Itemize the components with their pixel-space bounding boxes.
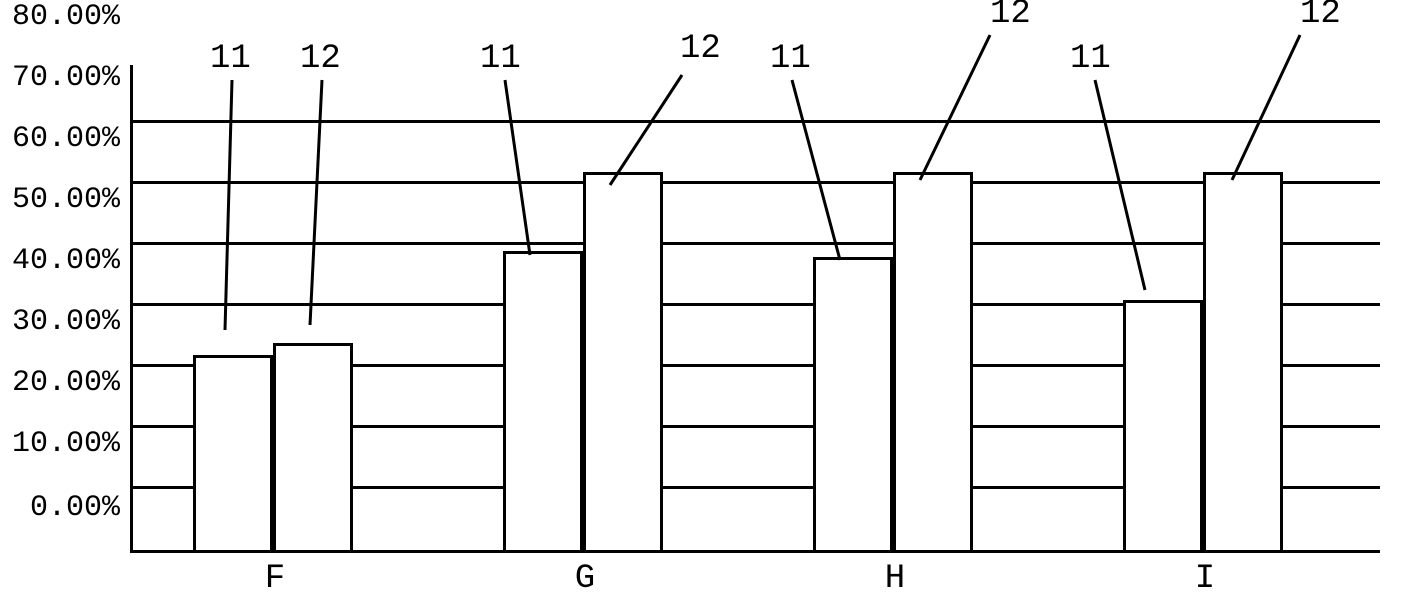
bar-g-11 bbox=[503, 251, 583, 550]
y-tick-label: 80.00% bbox=[0, 0, 120, 34]
bar-annotation: 12 bbox=[300, 40, 341, 78]
bar-annotation: 11 bbox=[480, 40, 521, 78]
bar-f-12 bbox=[273, 343, 353, 550]
y-tick-label: 50.00% bbox=[0, 183, 120, 217]
bar-annotation: 11 bbox=[770, 40, 811, 78]
bar-annotation: 12 bbox=[1300, 0, 1341, 33]
bar-f-11 bbox=[193, 355, 273, 550]
gridline bbox=[133, 181, 1380, 184]
x-tick-label: H bbox=[875, 560, 915, 598]
bar-i-12 bbox=[1203, 172, 1283, 550]
bar-chart: 80.00% 70.00% 60.00% 50.00% 40.00% 30.00… bbox=[0, 0, 1402, 611]
y-tick-label: 60.00% bbox=[0, 122, 120, 156]
bar-i-11 bbox=[1123, 300, 1203, 550]
bar-h-11 bbox=[813, 257, 893, 550]
bar-annotation: 11 bbox=[1070, 40, 1111, 78]
x-tick-label: F bbox=[255, 560, 295, 598]
y-tick-label: 40.00% bbox=[0, 244, 120, 278]
y-tick-label: 0.00% bbox=[0, 491, 120, 525]
x-tick-label: G bbox=[565, 560, 605, 598]
gridline bbox=[133, 242, 1380, 245]
bar-annotation: 11 bbox=[210, 40, 251, 78]
gridline bbox=[133, 120, 1380, 123]
x-tick-label: I bbox=[1185, 560, 1225, 598]
bar-annotation: 12 bbox=[680, 30, 721, 68]
bar-annotation: 12 bbox=[990, 0, 1031, 33]
y-tick-label: 20.00% bbox=[0, 366, 120, 400]
y-tick-label: 70.00% bbox=[0, 61, 120, 95]
bar-h-12 bbox=[893, 172, 973, 550]
plot-area bbox=[130, 65, 1380, 553]
bar-g-12 bbox=[583, 172, 663, 550]
y-tick-label: 10.00% bbox=[0, 427, 120, 461]
y-tick-label: 30.00% bbox=[0, 305, 120, 339]
